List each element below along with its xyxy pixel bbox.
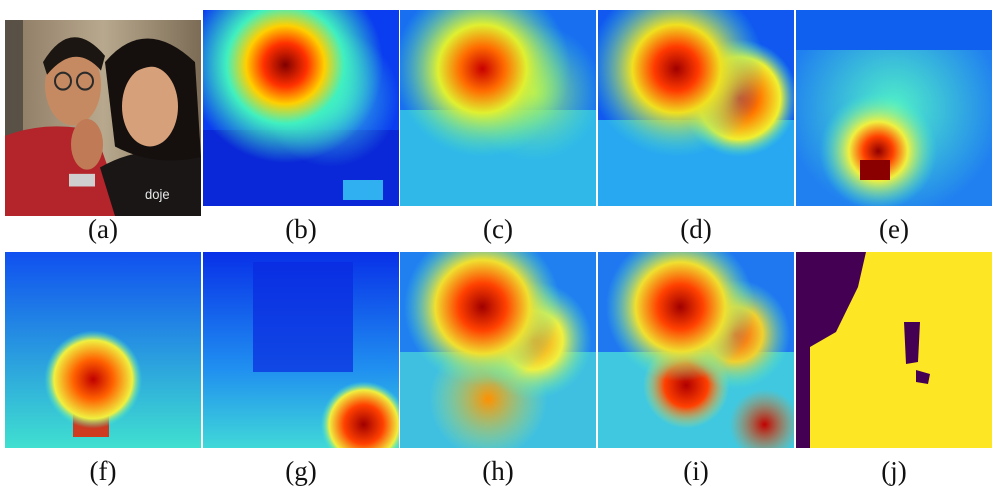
caption-g: (g) <box>285 456 317 486</box>
caption-f: (f) <box>89 456 117 486</box>
panel-f-heatmap <box>5 252 201 448</box>
caption-b: (b) <box>285 214 317 244</box>
panel-h-heatmap <box>400 252 596 448</box>
caption-h: (h) <box>482 456 514 486</box>
panel-a-photo: doje <box>5 20 201 216</box>
panel-b-heatmap <box>203 10 399 206</box>
caption-d: (d) <box>680 214 712 244</box>
caption-i: (i) <box>683 456 709 486</box>
caption-e: (e) <box>879 214 909 244</box>
panel-g-heatmap <box>203 252 399 448</box>
panel-i-heatmap <box>598 252 794 448</box>
caption-a: (a) <box>88 214 118 244</box>
caption-c: (c) <box>483 214 513 244</box>
panel-e-heatmap <box>796 10 992 206</box>
caption-j: (j) <box>881 456 907 486</box>
panel-c-heatmap <box>400 10 596 206</box>
panel-d-heatmap <box>598 10 794 206</box>
svg-text:doje: doje <box>145 187 170 202</box>
panel-j-mask <box>796 252 992 448</box>
